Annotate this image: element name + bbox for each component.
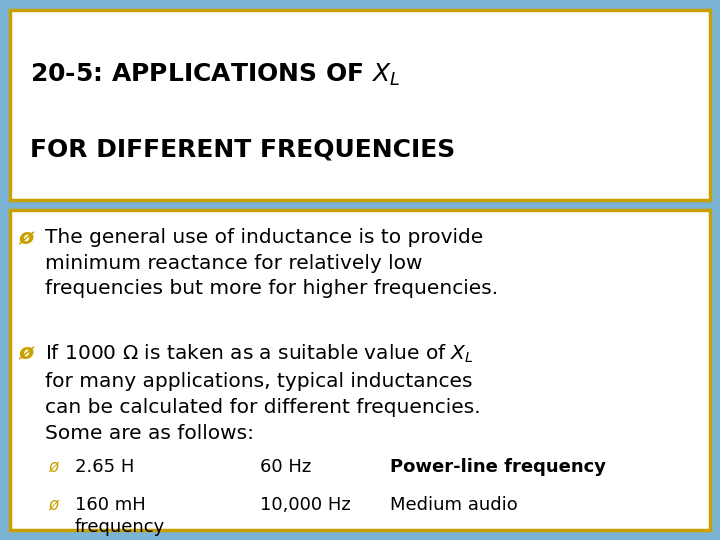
FancyBboxPatch shape — [10, 210, 710, 530]
Text: 20-5: APPLICATIONS OF $X_L$: 20-5: APPLICATIONS OF $X_L$ — [30, 62, 400, 88]
FancyBboxPatch shape — [10, 10, 710, 200]
Text: 60 Hz: 60 Hz — [260, 458, 311, 476]
Text: ø: ø — [18, 228, 33, 248]
Text: Medium audio: Medium audio — [390, 496, 518, 514]
Text: frequency: frequency — [75, 518, 166, 536]
Text: Power-line frequency: Power-line frequency — [390, 458, 606, 476]
Text: 10,000 Hz: 10,000 Hz — [260, 496, 351, 514]
Text: 2.65 H: 2.65 H — [75, 458, 135, 476]
Text: If 1000 Ω is taken as a suitable value of $X_L$
for many applications, typical i: If 1000 Ω is taken as a suitable value o… — [45, 343, 481, 443]
Text: The general use of inductance is to provide
minimum reactance for relatively low: The general use of inductance is to prov… — [45, 228, 498, 299]
Text: ø: ø — [48, 458, 58, 476]
Text: ø: ø — [48, 496, 58, 514]
Text: 160 mH: 160 mH — [75, 496, 145, 514]
Text: FOR DIFFERENT FREQUENCIES: FOR DIFFERENT FREQUENCIES — [30, 137, 455, 161]
Text: ø: ø — [18, 343, 33, 363]
